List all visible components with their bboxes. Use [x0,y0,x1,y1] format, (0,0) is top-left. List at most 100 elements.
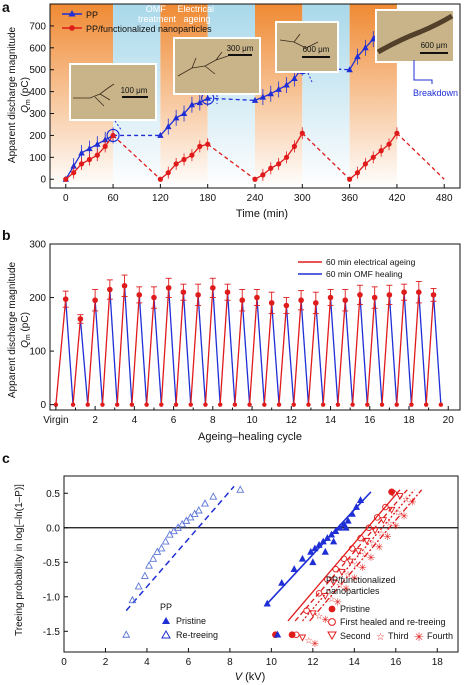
peak-point [386,292,393,298]
panel-a-xtick-label: 180 [199,193,216,204]
panel-c-ytick-label: -1.0 [43,592,61,603]
trough-point [335,402,341,407]
ageing-segment [351,294,361,405]
inset-3-tree-pattern [279,33,319,49]
panel-c-ytick-label: 0.5 [46,489,60,500]
pp-retreeing-point [169,526,178,535]
pp-pristine-point [273,630,282,638]
panel-c-xtick-label: 2 [103,657,109,668]
legend-nano-second-marker [327,631,337,641]
pp-pristine-point [309,558,317,566]
trough-point [306,402,311,407]
panel-a-xtick-label: 360 [341,193,358,204]
nano-fit-line [287,489,401,622]
inset-3-pointer [307,72,313,83]
legend-ageing-label: 60 min electrical ageing [326,257,416,267]
panel-c-xlabel-v: V [235,671,244,683]
nano-second-point [329,579,338,587]
peak-point [313,300,319,306]
nano-third-point: ☆ [369,539,377,549]
panel-c-xtick-label: 0 [61,657,67,668]
ageing-segment [175,292,185,405]
healing-segment [226,292,236,405]
trough-point [409,402,414,407]
band-label-ageing: Electrical ageing [177,4,216,24]
pp-pristine-point [321,547,329,555]
panel-b-frame [49,243,461,411]
ageing-segment [425,294,435,405]
legend-nano-fourth-marker: ✳ [414,630,424,644]
pp-retreeing-point [209,492,218,500]
nano-third-point: ☆ [327,594,335,604]
healing-segment [329,297,339,405]
pp-retreeing-point [157,544,166,552]
peak-point [268,300,275,306]
panel-c-xtick-label: 16 [390,657,402,668]
nano-third-point: ☆ [402,494,410,504]
pp-pristine-point [348,509,356,517]
nano-point [63,176,69,182]
ageing-segment [307,302,317,405]
trough-point [159,402,164,407]
inset-4: 600 μm [375,9,455,63]
panel-c-ytick-label: -0.5 [43,558,61,569]
peak-point [224,289,231,295]
pp-retreeing-point [149,554,158,562]
pp-pristine-point [278,578,286,586]
trough-point [291,402,296,407]
panel-b-ylabel-unit: (pC) [20,312,31,334]
pp-pristine-point [342,523,350,531]
legend-nano-second-label: Second [340,631,371,641]
pp-pristine-point [329,537,338,545]
healing-segment [256,297,265,405]
panel-b-xtick-label: Virgin [43,415,68,426]
ageing-segment [145,297,155,405]
nano-second-point [346,558,354,566]
peak-point [430,292,437,298]
band-label-omf-1: OMF treatment [138,4,177,24]
healing-segment [432,294,442,405]
legend-nano-title-line2: nanoparticles [326,586,380,596]
inset-1-tree-pattern [73,83,115,107]
ageing-segment [87,300,96,405]
pp-pristine-point [315,541,323,548]
trough-point [438,402,444,407]
healing-segment [123,285,133,405]
panel-c-xtick-label: 14 [349,657,361,668]
pp-retreeing-point [134,581,143,590]
panel-a-xlabel: Time (min) [236,208,288,220]
nano-point [347,176,353,182]
nano-second-point [354,548,363,556]
ageing-segment [55,299,67,405]
healing-segment [271,302,280,405]
band-label-ageing-line2: ageing [183,14,210,24]
nano-third-point: ☆ [336,580,344,590]
legend-nano-first-marker [328,618,336,626]
trough-point [262,402,267,407]
legend-pp-retreeing-label: Re-treeing [176,630,218,640]
healing-segment [79,318,89,405]
nano-segment-line [396,132,445,180]
trough-point [85,402,90,407]
trough-point [144,402,149,407]
panel-a-ytick-label: 600 [29,43,46,54]
panel-a-ytick-label: 700 [29,21,46,32]
healing-segment [94,300,104,405]
inset-3: 600 μm [275,21,339,73]
inset-4-tree-pattern [376,13,454,55]
ageing-segment [234,300,243,405]
pp-retreeing-point [145,561,153,569]
legend-nano-pristine-marker [328,605,336,613]
pp-pristine-point [356,496,365,503]
nano-fourth-point: ✳ [383,532,391,543]
ageing-segment [322,297,332,405]
pp-retreeing-point [186,512,195,521]
nano-fourth-point: ✳ [408,498,416,509]
nano-segment-line [207,143,256,180]
panel-c: c ☆☆☆☆☆☆☆☆☆☆☆☆✳✳✳✳✳✳✳✳✳✳✳✳ 0 2 4 6 8 10 12 14 16… [2,450,459,683]
inset-4-scale-text: 600 μm [421,41,448,50]
pp-retreeing-point [174,523,183,531]
nano-fourth-point: ✳ [311,639,319,650]
band-omf [207,4,255,188]
ageing-segment [190,294,199,405]
